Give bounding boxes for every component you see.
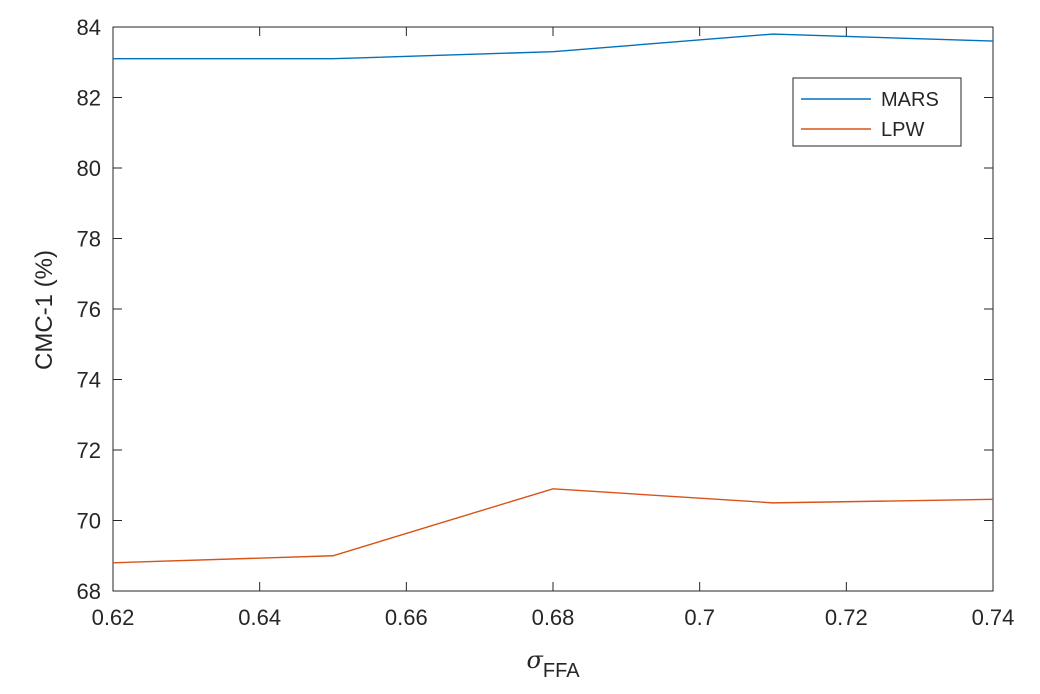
series-line-lpw (112, 488, 994, 564)
legend: MARS LPW (792, 77, 962, 147)
x-tick-label: 0.68 (532, 605, 575, 630)
axes: 0.62 0.64 0.66 0.68 0.7 0.72 0.74 68 70 72 74 76 78 8… (77, 15, 1015, 630)
x-tick-label: 0.62 (92, 605, 135, 630)
y-tick-label: 80 (77, 156, 101, 181)
legend-label-mars: MARS (881, 89, 939, 111)
x-axis-label: σFFA (526, 646, 580, 682)
legend-label-lpw: LPW (881, 119, 924, 141)
y-tick-label: 72 (77, 438, 101, 463)
legend-box (792, 77, 962, 147)
x-tick-label: 0.66 (385, 605, 428, 630)
x-axis-label-subscript: FFA (543, 660, 580, 682)
y-tick-label: 70 (77, 509, 101, 534)
y-tick-label: 82 (77, 86, 101, 111)
x-axis-label-symbol: σ (526, 646, 543, 674)
y-tick-label: 78 (77, 227, 101, 252)
y-tick-label: 76 (77, 297, 101, 322)
series-line-mars (113, 33, 994, 60)
y-tick-label: 68 (77, 579, 101, 604)
series-layer (112, 33, 994, 564)
y-axis-label: CMC-1 (%) (31, 250, 58, 370)
x-tick-label: 0.74 (972, 605, 1015, 630)
x-tick-label: 0.72 (825, 605, 868, 630)
x-tick-label: 0.64 (238, 605, 281, 630)
y-tick-label: 74 (77, 368, 101, 393)
x-tick-label: 0.7 (684, 605, 715, 630)
y-tick-label: 84 (77, 15, 101, 40)
